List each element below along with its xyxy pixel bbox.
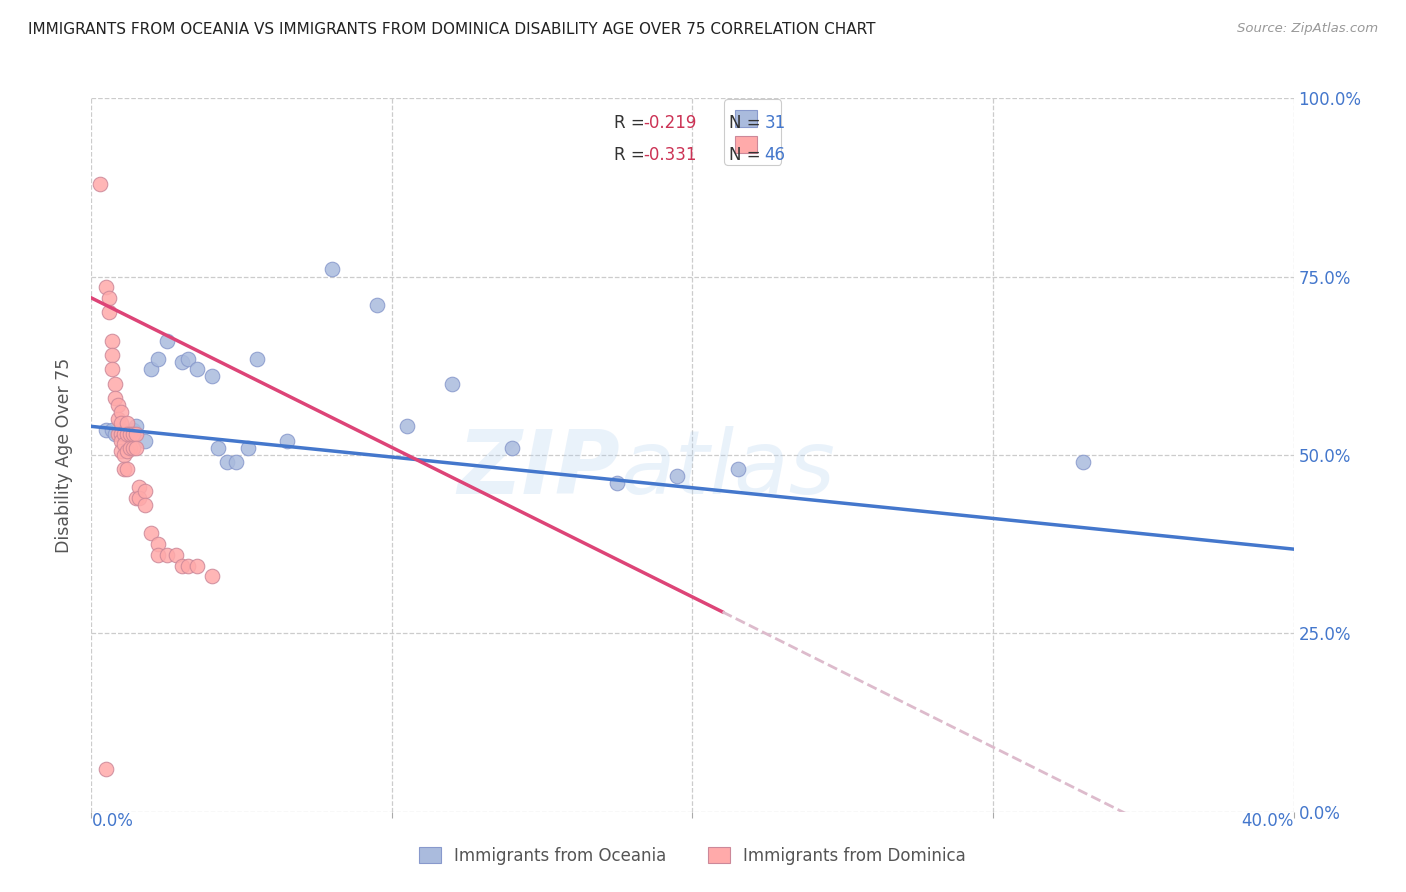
Point (110, 405, 132, 419)
Point (395, 419, 418, 434)
Text: ZIP: ZIP (457, 425, 620, 513)
Point (104, 376, 127, 391)
Point (114, 462, 136, 476)
Point (246, 351, 269, 366)
Point (110, 426, 132, 441)
Point (114, 448, 136, 462)
Point (225, 455, 247, 469)
Point (165, 548, 187, 562)
Point (501, 441, 523, 455)
Point (141, 526, 163, 541)
Point (440, 376, 463, 391)
Text: Source: ZipAtlas.com: Source: ZipAtlas.com (1237, 22, 1378, 36)
Point (101, 423, 124, 437)
Point (117, 462, 139, 476)
Point (101, 348, 124, 362)
Point (128, 480, 150, 494)
Text: 40.0%: 40.0% (1241, 813, 1294, 830)
Point (176, 351, 198, 366)
Point (114, 437, 136, 451)
Point (146, 548, 169, 562)
Text: 31: 31 (765, 114, 786, 132)
Point (107, 412, 129, 426)
Point (101, 362, 124, 376)
Point (201, 369, 224, 384)
Point (155, 334, 177, 348)
Point (117, 426, 139, 441)
Text: atlas: atlas (620, 426, 835, 512)
Point (186, 558, 208, 573)
Point (107, 426, 129, 441)
Point (110, 444, 132, 458)
Text: N =: N = (728, 146, 765, 164)
Point (128, 491, 150, 505)
Point (110, 416, 132, 430)
Point (207, 441, 229, 455)
Point (120, 441, 142, 455)
Point (215, 455, 238, 469)
Point (201, 569, 224, 583)
Text: R =: R = (614, 146, 651, 164)
Point (96, 280, 118, 294)
Point (1071, 455, 1094, 469)
Point (276, 434, 298, 448)
Point (117, 444, 139, 458)
Point (110, 434, 132, 448)
Point (125, 491, 148, 505)
Point (366, 298, 388, 312)
Point (125, 419, 148, 434)
Point (122, 441, 145, 455)
Point (114, 426, 136, 441)
Point (146, 351, 169, 366)
Point (236, 441, 259, 455)
Point (117, 416, 139, 430)
Point (110, 423, 132, 437)
Point (114, 426, 136, 441)
Point (141, 362, 163, 376)
Point (170, 558, 193, 573)
Point (104, 426, 127, 441)
Point (134, 483, 156, 498)
Text: IMMIGRANTS FROM OCEANIA VS IMMIGRANTS FROM DOMINICA DISABILITY AGE OVER 75 CORRE: IMMIGRANTS FROM OCEANIA VS IMMIGRANTS FR… (28, 22, 876, 37)
Point (146, 537, 169, 551)
Point (176, 558, 198, 573)
Point (155, 548, 177, 562)
Text: 46: 46 (765, 146, 786, 164)
Point (117, 426, 139, 441)
Text: -0.331: -0.331 (643, 146, 696, 164)
Point (122, 426, 145, 441)
Point (122, 423, 145, 437)
Point (98, 305, 121, 319)
Text: 0.0%: 0.0% (91, 813, 134, 830)
Point (186, 362, 208, 376)
Point (134, 434, 156, 448)
Point (666, 469, 689, 483)
Point (101, 334, 124, 348)
Point (321, 262, 343, 277)
Point (96, 423, 118, 437)
Point (125, 426, 148, 441)
Point (606, 476, 628, 491)
Y-axis label: Disability Age Over 75: Disability Age Over 75 (55, 358, 73, 552)
Point (120, 426, 142, 441)
Point (170, 355, 193, 369)
Point (96, 762, 118, 776)
Text: -0.219: -0.219 (643, 114, 696, 132)
Point (98, 291, 121, 305)
Point (125, 441, 148, 455)
Point (107, 398, 129, 412)
Point (104, 391, 127, 405)
Text: R =: R = (614, 114, 651, 132)
Text: N =: N = (728, 114, 765, 132)
Point (727, 462, 749, 476)
Point (134, 498, 156, 512)
Point (89, 177, 111, 191)
Legend: Immigrants from Oceania, Immigrants from Dominica: Immigrants from Oceania, Immigrants from… (412, 840, 973, 871)
